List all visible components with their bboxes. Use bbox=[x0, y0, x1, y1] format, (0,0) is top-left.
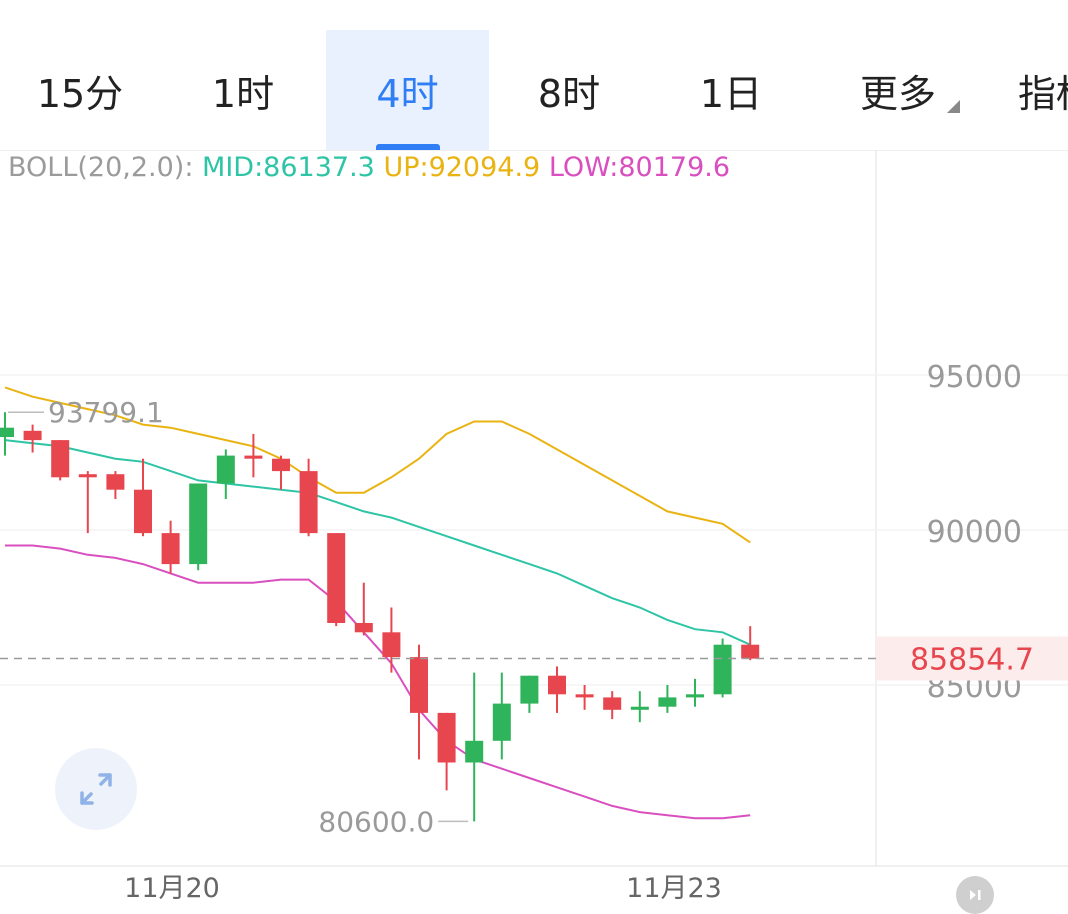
boll-upper-line bbox=[4, 386, 751, 544]
candle-body-down bbox=[327, 533, 346, 623]
low-price-label: 80600.0 bbox=[318, 805, 434, 838]
high-price-label: 93799.1 bbox=[48, 396, 164, 429]
candle-body-down bbox=[244, 455, 263, 459]
tab-label: 8时 bbox=[537, 71, 601, 116]
candlestick-chart[interactable]: 95000900008500085854.793799.180600.011月2… bbox=[0, 150, 1068, 907]
boll-mid-value: MID:86137.3 bbox=[202, 152, 375, 183]
candle-body-up bbox=[189, 483, 208, 565]
candle-body-up bbox=[216, 455, 235, 484]
candle-body-up bbox=[686, 694, 704, 698]
candle-body-down bbox=[272, 458, 290, 472]
candle-body-down bbox=[106, 474, 125, 490]
candle-body-down bbox=[741, 644, 760, 659]
scroll-to-latest-button[interactable] bbox=[956, 876, 994, 914]
candle-body-down bbox=[548, 675, 566, 695]
candle-body-down bbox=[78, 474, 97, 478]
tab-label: 4时 bbox=[376, 71, 439, 116]
boll-label: BOLL(20,2.0): bbox=[8, 152, 194, 183]
boll-low-value: LOW:80179.6 bbox=[548, 152, 731, 183]
boll-lower-line bbox=[5, 544, 751, 820]
tab-label: 指标 bbox=[1018, 71, 1068, 116]
candle-body-up bbox=[465, 740, 484, 763]
y-tick-label: 90000 bbox=[927, 515, 1022, 550]
tab-label: 1时 bbox=[211, 71, 275, 116]
candle-body-down bbox=[437, 712, 456, 763]
timeframe-tab-bar: 15分 1时 4时 8时 1日 更多 指标 bbox=[0, 0, 1068, 151]
candle-body-down bbox=[299, 471, 318, 534]
tab-label: 更多 bbox=[859, 71, 936, 116]
candle-body-down bbox=[161, 533, 180, 565]
candle-body-up bbox=[713, 644, 732, 695]
last-price-label: 85854.7 bbox=[910, 643, 1034, 678]
candle-body-down bbox=[354, 623, 373, 633]
expand-arrows-icon bbox=[80, 773, 112, 805]
tab-more[interactable]: 更多 bbox=[818, 30, 978, 150]
dropdown-caret-icon bbox=[947, 100, 960, 113]
boll-indicator-legend: BOLL(20,2.0): MID:86137.3 UP:92094.9 LOW… bbox=[8, 152, 730, 183]
tab-1hour[interactable]: 1时 bbox=[163, 30, 323, 150]
candle-body-down bbox=[603, 697, 622, 710]
candle-body-up bbox=[0, 427, 14, 437]
candle-body-down bbox=[382, 632, 401, 658]
tab-label: 15分 bbox=[36, 71, 124, 116]
candle-body-down bbox=[134, 489, 152, 534]
y-tick-label: 95000 bbox=[927, 360, 1022, 395]
tab-15min[interactable]: 15分 bbox=[0, 30, 160, 150]
candle-body-up bbox=[658, 697, 677, 707]
boll-up-value: UP:92094.9 bbox=[383, 152, 541, 183]
candle-body-up bbox=[492, 703, 511, 741]
active-tab-indicator bbox=[375, 144, 440, 150]
candle-body-down bbox=[51, 440, 70, 478]
tab-label: 1日 bbox=[699, 71, 763, 116]
tab-1day[interactable]: 1日 bbox=[651, 30, 811, 150]
candle-body-up bbox=[630, 706, 649, 710]
boll-mid-line bbox=[4, 439, 751, 646]
fullscreen-button[interactable] bbox=[55, 748, 137, 830]
tab-4hour[interactable]: 4时 bbox=[326, 30, 489, 150]
x-tick-label: 11月20 bbox=[124, 873, 220, 904]
candle-body-up bbox=[520, 675, 539, 704]
last-price-badge bbox=[876, 636, 1068, 681]
candle-body-down bbox=[410, 657, 428, 713]
x-tick-label: 11月23 bbox=[626, 873, 722, 904]
skip-to-end-icon bbox=[970, 890, 981, 900]
candle-body-down bbox=[23, 430, 42, 441]
tab-8hour[interactable]: 8时 bbox=[489, 30, 649, 150]
tab-indicators[interactable]: 指标 bbox=[1018, 30, 1068, 150]
candle-body-down bbox=[575, 694, 594, 698]
